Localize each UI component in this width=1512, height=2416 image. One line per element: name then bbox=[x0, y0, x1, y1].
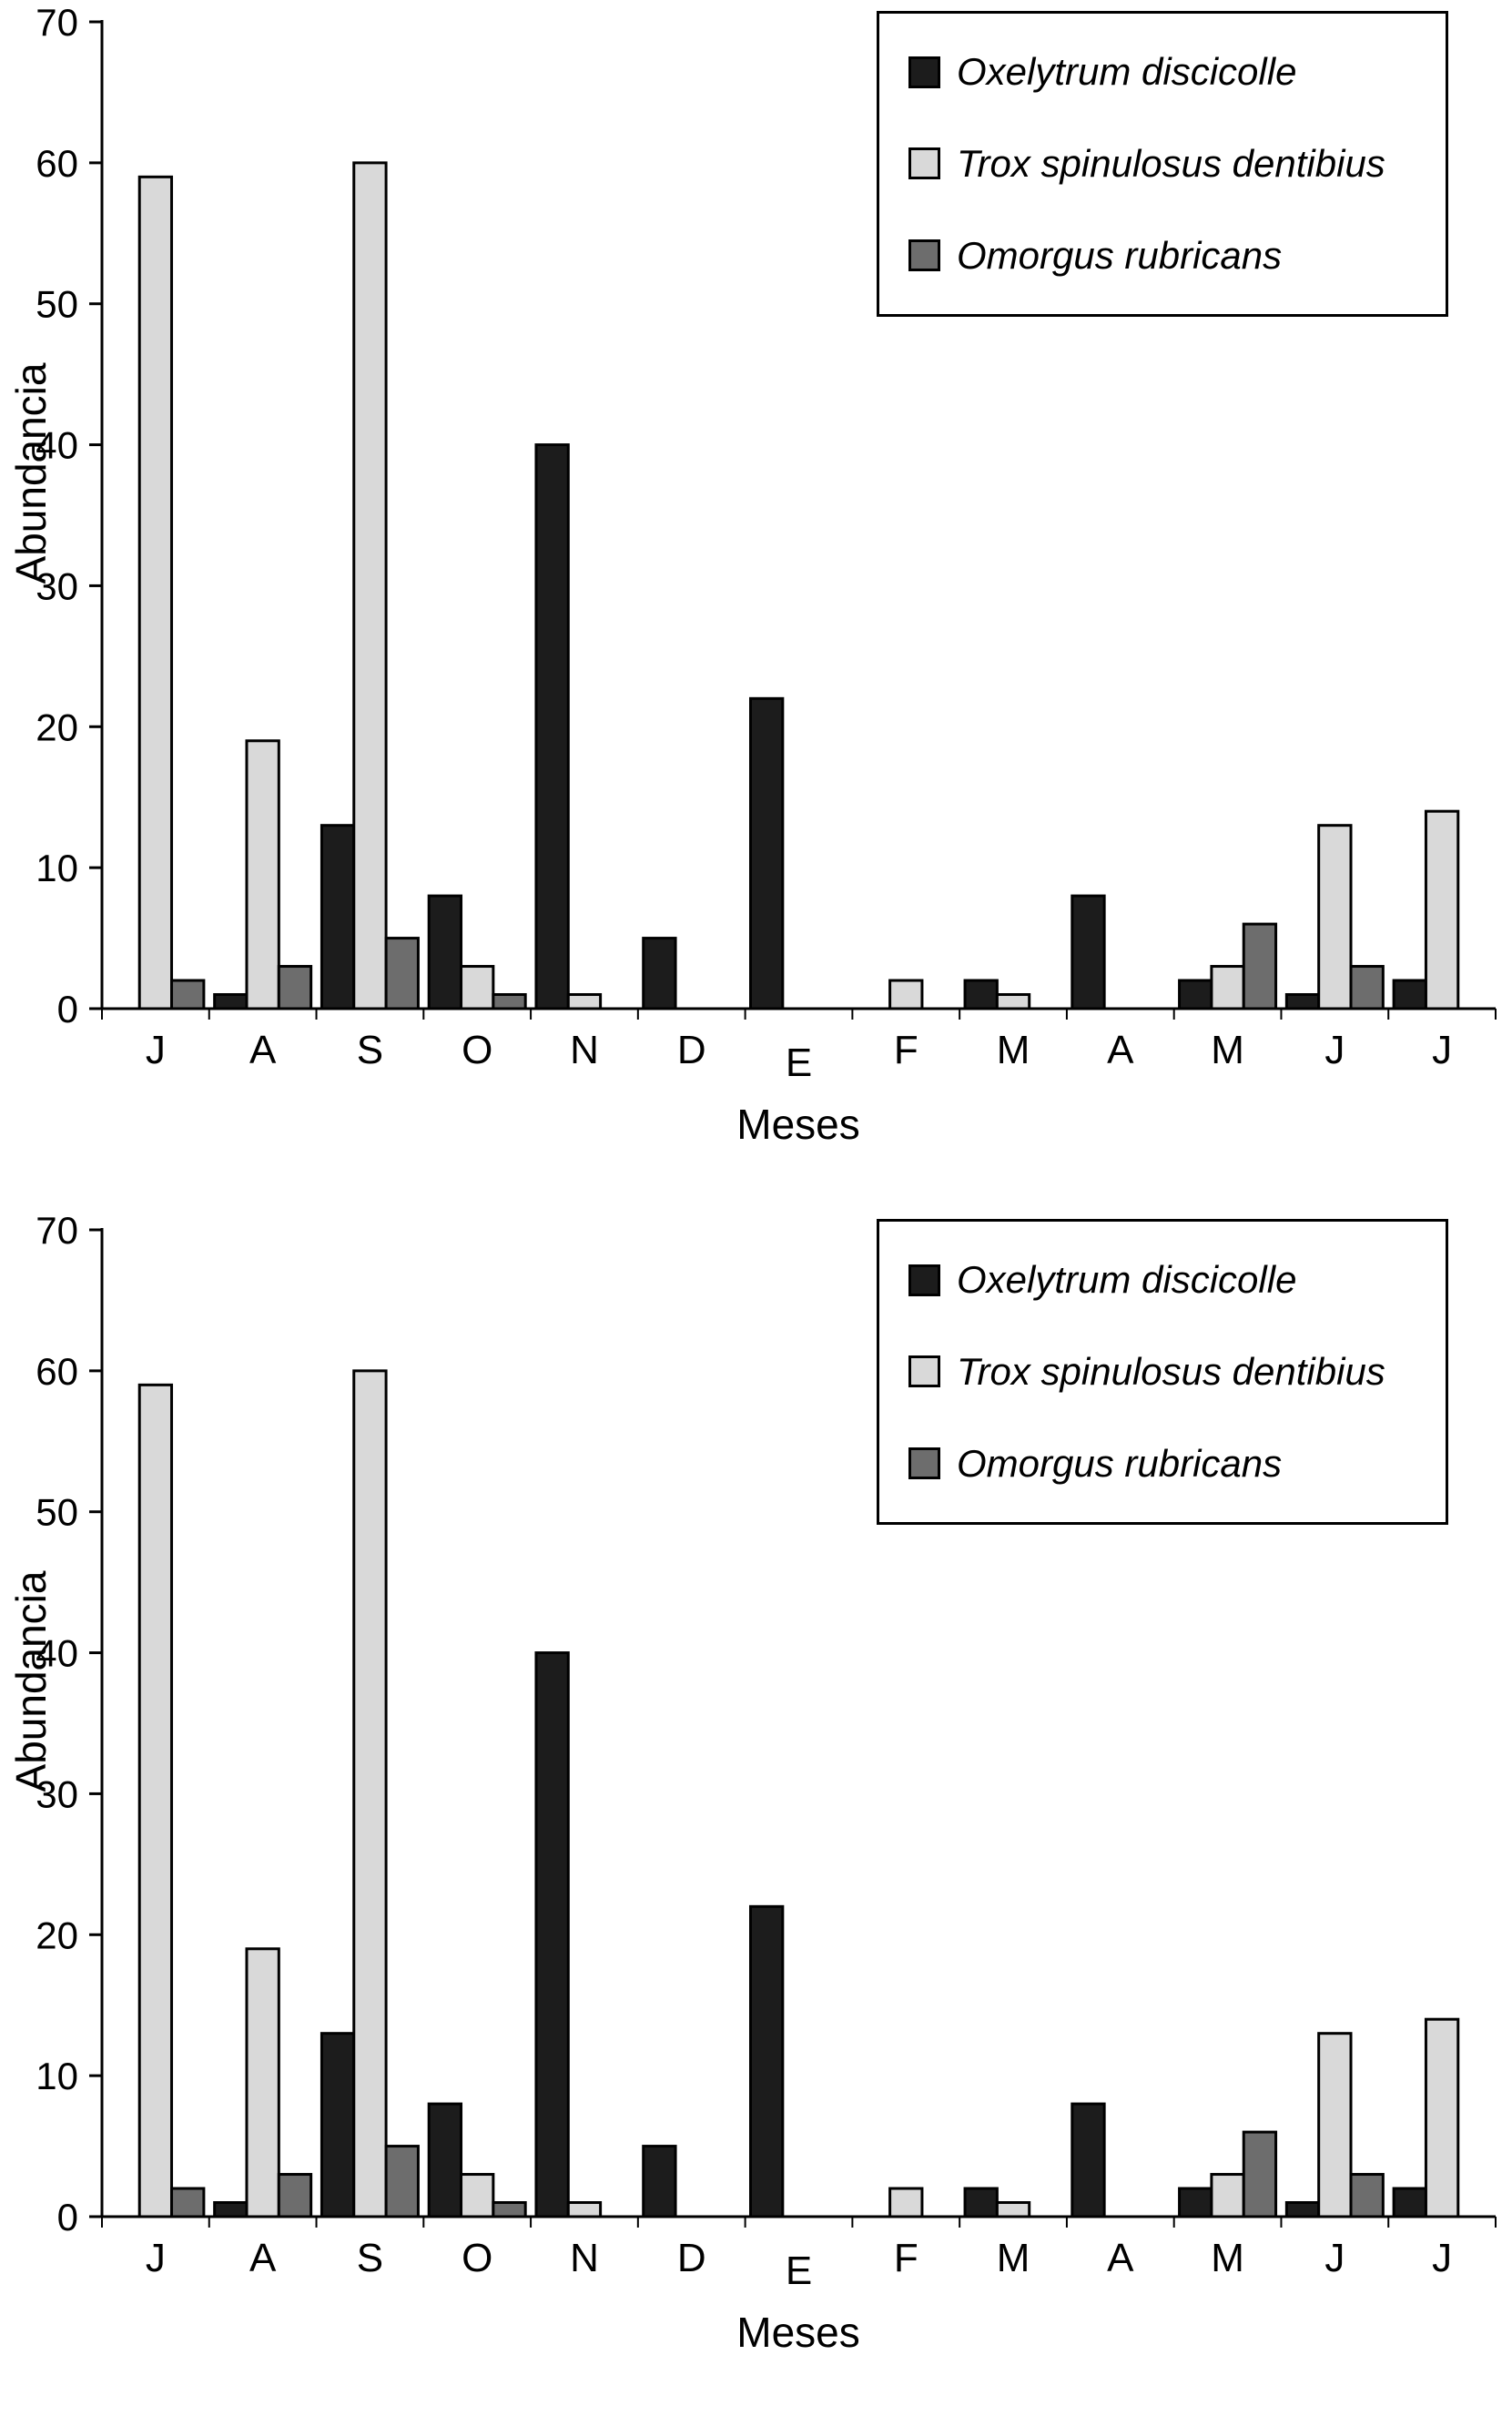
svg-text:N: N bbox=[570, 2236, 599, 2280]
svg-text:J: J bbox=[146, 1028, 166, 1072]
legend-swatch-oxelytrum-discicolle bbox=[908, 1264, 940, 1296]
legend-item-omorgus-rubricans: Omorgus rubricans bbox=[908, 1442, 1436, 1486]
chart-top: 0 10 20 30 40 50 60 70 J A S O N D E F M A M J J Abundancia … bbox=[7, 1, 1497, 1148]
svg-text:J: J bbox=[1432, 1028, 1452, 1072]
svg-text:O: O bbox=[462, 2236, 492, 2280]
legend-label-trox-spinulosus-dentibius: Trox spinulosus dentibius bbox=[957, 141, 1385, 185]
svg-text:60: 60 bbox=[36, 1350, 78, 1393]
svg-text:E: E bbox=[786, 1041, 812, 1085]
svg-text:D: D bbox=[677, 1028, 706, 1072]
svg-text:J: J bbox=[1324, 2236, 1345, 2280]
legend-swatch-trox-spinulosus-dentibius bbox=[908, 147, 940, 180]
svg-text:J: J bbox=[146, 2236, 166, 2280]
legend: Oxelytrum discicolle Trox spinulosus den… bbox=[877, 11, 1448, 317]
svg-text:D: D bbox=[677, 2236, 706, 2280]
svg-text:F: F bbox=[894, 2236, 918, 2280]
svg-text:J: J bbox=[1432, 2236, 1452, 2280]
svg-text:20: 20 bbox=[36, 1914, 78, 1956]
legend-label-oxelytrum-discicolle: Oxelytrum discicolle bbox=[957, 1258, 1297, 1302]
y-axis-title: Abundancia bbox=[7, 362, 55, 584]
legend-label-omorgus-rubricans: Omorgus rubricans bbox=[957, 1441, 1283, 1485]
x-axis-title: Meses bbox=[736, 1101, 860, 1148]
y-axis-title: Abundancia bbox=[7, 1570, 55, 1792]
svg-text:A: A bbox=[249, 1028, 277, 1072]
svg-text:N: N bbox=[570, 1028, 599, 1072]
legend-swatch-omorgus-rubricans bbox=[908, 239, 940, 272]
svg-text:A: A bbox=[1107, 2236, 1134, 2280]
svg-text:40: 40 bbox=[36, 424, 78, 467]
svg-text:M: M bbox=[1211, 1028, 1244, 1072]
svg-text:70: 70 bbox=[36, 1, 78, 44]
legend-swatch-oxelytrum-discicolle bbox=[908, 56, 940, 88]
svg-text:M: M bbox=[997, 1028, 1030, 1072]
legend-item-omorgus-rubricans: Omorgus rubricans bbox=[908, 234, 1436, 278]
bar-plot-bottom: 0 10 20 30 40 50 60 70 J A S O N D E F M A M J J bbox=[36, 1209, 1497, 2293]
svg-text:E: E bbox=[786, 2249, 812, 2293]
legend-label-trox-spinulosus-dentibius: Trox spinulosus dentibius bbox=[957, 1349, 1385, 1393]
svg-text:10: 10 bbox=[36, 847, 78, 889]
svg-text:S: S bbox=[357, 2236, 383, 2280]
svg-text:50: 50 bbox=[36, 283, 78, 326]
legend-swatch-trox-spinulosus-dentibius bbox=[908, 1355, 940, 1388]
bar-plot-top: 0 10 20 30 40 50 60 70 J A S O N D E F M A M J J bbox=[36, 1, 1497, 1085]
legend-label-omorgus-rubricans: Omorgus rubricans bbox=[957, 233, 1283, 277]
svg-text:S: S bbox=[357, 1028, 383, 1072]
svg-text:30: 30 bbox=[36, 564, 78, 607]
legend-label-oxelytrum-discicolle: Oxelytrum discicolle bbox=[957, 50, 1297, 94]
svg-text:J: J bbox=[1324, 1028, 1345, 1072]
svg-text:A: A bbox=[1107, 1028, 1134, 1072]
svg-text:60: 60 bbox=[36, 142, 78, 185]
svg-text:F: F bbox=[894, 1028, 918, 1072]
svg-text:20: 20 bbox=[36, 706, 78, 748]
svg-text:M: M bbox=[997, 2236, 1030, 2280]
svg-text:A: A bbox=[249, 2236, 277, 2280]
svg-text:50: 50 bbox=[36, 1491, 78, 1534]
legend-item-trox-spinulosus-dentibius: Trox spinulosus dentibius bbox=[908, 1350, 1436, 1394]
svg-text:0: 0 bbox=[57, 988, 78, 1030]
x-axis-title: Meses bbox=[736, 2309, 860, 2356]
svg-text:M: M bbox=[1211, 2236, 1244, 2280]
legend-item-oxelytrum-discicolle: Oxelytrum discicolle bbox=[908, 1258, 1436, 1302]
legend: Oxelytrum discicolle Trox spinulosus den… bbox=[877, 1219, 1448, 1525]
svg-text:70: 70 bbox=[36, 1209, 78, 1252]
chart-bottom: 0 10 20 30 40 50 60 70 J A S O N D E F M A M J J Abundancia … bbox=[0, 1208, 1512, 2416]
svg-text:40: 40 bbox=[36, 1632, 78, 1675]
legend-item-trox-spinulosus-dentibius: Trox spinulosus dentibius bbox=[908, 142, 1436, 186]
legend-swatch-omorgus-rubricans bbox=[908, 1447, 940, 1480]
svg-text:30: 30 bbox=[36, 1772, 78, 1815]
svg-text:0: 0 bbox=[57, 2196, 78, 2238]
svg-text:10: 10 bbox=[36, 2055, 78, 2097]
legend-item-oxelytrum-discicolle: Oxelytrum discicolle bbox=[908, 50, 1436, 94]
svg-text:O: O bbox=[462, 1028, 492, 1072]
